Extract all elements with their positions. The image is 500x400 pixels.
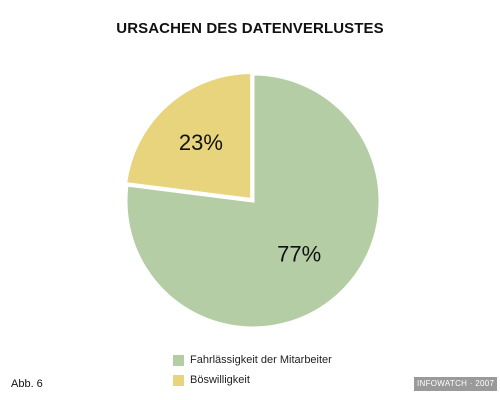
legend-swatch-boeswilligkeit [173, 374, 184, 386]
legend: Fahrlässigkeit der Mitarbeiter Böswillig… [173, 350, 332, 390]
legend-item-boeswilligkeit: Böswilligkeit [173, 370, 332, 390]
legend-item-fahrlaessigkeit: Fahrlässigkeit der Mitarbeiter [173, 350, 332, 370]
legend-label-fahrlaessigkeit: Fahrlässigkeit der Mitarbeiter [190, 354, 332, 366]
pie-label-boeswilligkeit: 23% [179, 130, 223, 155]
pie-slice-fahrlaessigkeit [124, 72, 382, 330]
source-badge: INFOWATCH · 2007 [414, 377, 498, 391]
legend-label-boeswilligkeit: Böswilligkeit [190, 374, 250, 386]
pie-label-fahrlaessigkeit: 77% [277, 241, 321, 266]
pie-slice-boeswilligkeit [124, 70, 254, 202]
chart-title: URSACHEN DES DATENVERLUSTES [116, 20, 384, 37]
figure-label: Abb. 6 [11, 378, 43, 390]
legend-swatch-fahrlaessigkeit [173, 354, 184, 366]
